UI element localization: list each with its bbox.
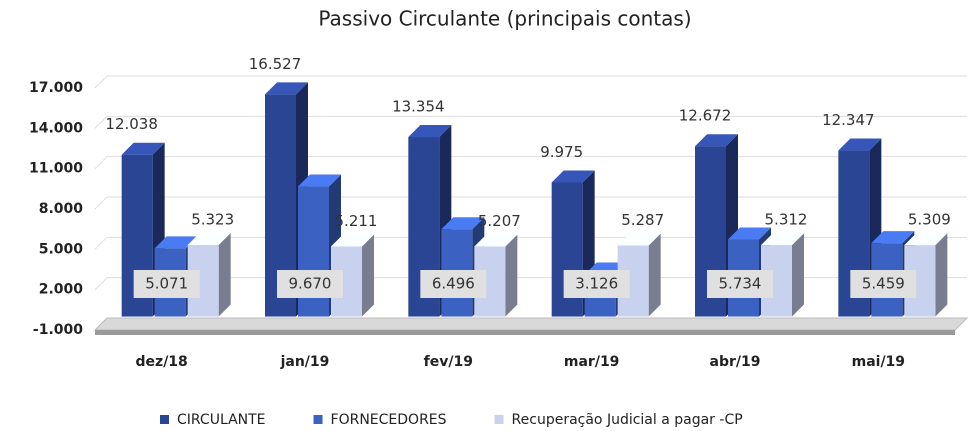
bar-top bbox=[187, 232, 231, 245]
bar-side bbox=[505, 234, 518, 317]
grid-line bbox=[94, 196, 108, 210]
legend-label: FORNECEDORES bbox=[331, 412, 447, 428]
bar-top bbox=[904, 233, 948, 246]
x-tick-label: fev/19 bbox=[424, 354, 473, 370]
value-label: 12.672 bbox=[679, 107, 732, 125]
bar-top bbox=[617, 233, 661, 246]
value-label: 5.459 bbox=[862, 275, 905, 293]
y-tick-label: 5.000 bbox=[39, 241, 84, 257]
value-label-box bbox=[707, 270, 773, 298]
bar-top bbox=[331, 234, 374, 247]
value-label: 9.975 bbox=[540, 143, 583, 161]
bar-side bbox=[935, 233, 948, 317]
x-tick-label: mai/19 bbox=[852, 354, 905, 370]
value-label: 12.347 bbox=[822, 111, 875, 129]
value-label: 3.126 bbox=[575, 275, 618, 293]
bar-side bbox=[218, 232, 231, 317]
y-tick-label: 2.000 bbox=[39, 282, 84, 298]
bar-side bbox=[792, 233, 804, 317]
value-label: 5.211 bbox=[335, 212, 378, 230]
x-tick-label: jan/19 bbox=[280, 354, 330, 370]
y-tick-label: -1.000 bbox=[33, 322, 83, 338]
x-tick-label: dez/18 bbox=[136, 354, 188, 370]
value-label: 6.496 bbox=[432, 275, 475, 293]
value-label-box bbox=[420, 270, 487, 298]
value-label: 5.734 bbox=[719, 275, 762, 293]
value-label: 13.354 bbox=[392, 98, 445, 116]
x-tick-label: abr/19 bbox=[710, 354, 761, 370]
bar-top bbox=[154, 236, 198, 249]
grid-line bbox=[94, 236, 108, 250]
chart-title: Passivo Circulante (principais contas) bbox=[318, 7, 691, 31]
value-label: 16.527 bbox=[249, 55, 302, 73]
legend-swatch bbox=[494, 415, 504, 424]
x-tick-label: mar/19 bbox=[564, 354, 620, 370]
bar-top bbox=[728, 227, 771, 240]
bar-top bbox=[121, 142, 165, 155]
value-label: 5.309 bbox=[908, 211, 951, 229]
bar-top bbox=[838, 138, 882, 151]
bar-top bbox=[871, 231, 915, 244]
value-label: 5.287 bbox=[621, 211, 664, 229]
legend-swatch bbox=[160, 415, 169, 424]
grid-line bbox=[94, 156, 108, 170]
bar-side bbox=[362, 234, 374, 317]
grid-line bbox=[94, 115, 108, 129]
bar-top bbox=[441, 217, 485, 230]
bar-top bbox=[265, 82, 308, 95]
floor bbox=[93, 317, 969, 331]
grid-line bbox=[94, 277, 108, 291]
value-label: 5.071 bbox=[145, 275, 188, 293]
bar-side bbox=[648, 233, 661, 317]
bar-top bbox=[551, 170, 595, 183]
value-label: 5.207 bbox=[478, 212, 521, 230]
y-tick-label: 11.000 bbox=[29, 161, 83, 177]
legend-label: CIRCULANTE bbox=[177, 412, 266, 428]
grid-line bbox=[94, 75, 108, 89]
value-label: 9.670 bbox=[289, 275, 332, 293]
value-label-box bbox=[133, 270, 200, 298]
value-label: 5.312 bbox=[765, 211, 808, 229]
bar-top bbox=[695, 134, 738, 147]
value-label-box bbox=[563, 270, 630, 298]
y-tick-label: 8.000 bbox=[39, 201, 84, 217]
y-tick-label: 17.000 bbox=[29, 80, 83, 96]
y-tick-label: 14.000 bbox=[29, 120, 83, 136]
bar-top bbox=[408, 125, 452, 138]
legend-label: Recuperação Judicial a pagar -CP bbox=[512, 412, 743, 428]
bar-top bbox=[474, 234, 518, 247]
bar-top bbox=[298, 174, 341, 187]
value-label: 5.323 bbox=[191, 210, 234, 228]
bar-top bbox=[761, 233, 804, 246]
value-label: 12.038 bbox=[105, 115, 158, 133]
value-label-box bbox=[277, 270, 343, 298]
value-label-box bbox=[850, 270, 917, 298]
legend-swatch bbox=[313, 415, 323, 424]
floor-edge bbox=[95, 330, 955, 335]
